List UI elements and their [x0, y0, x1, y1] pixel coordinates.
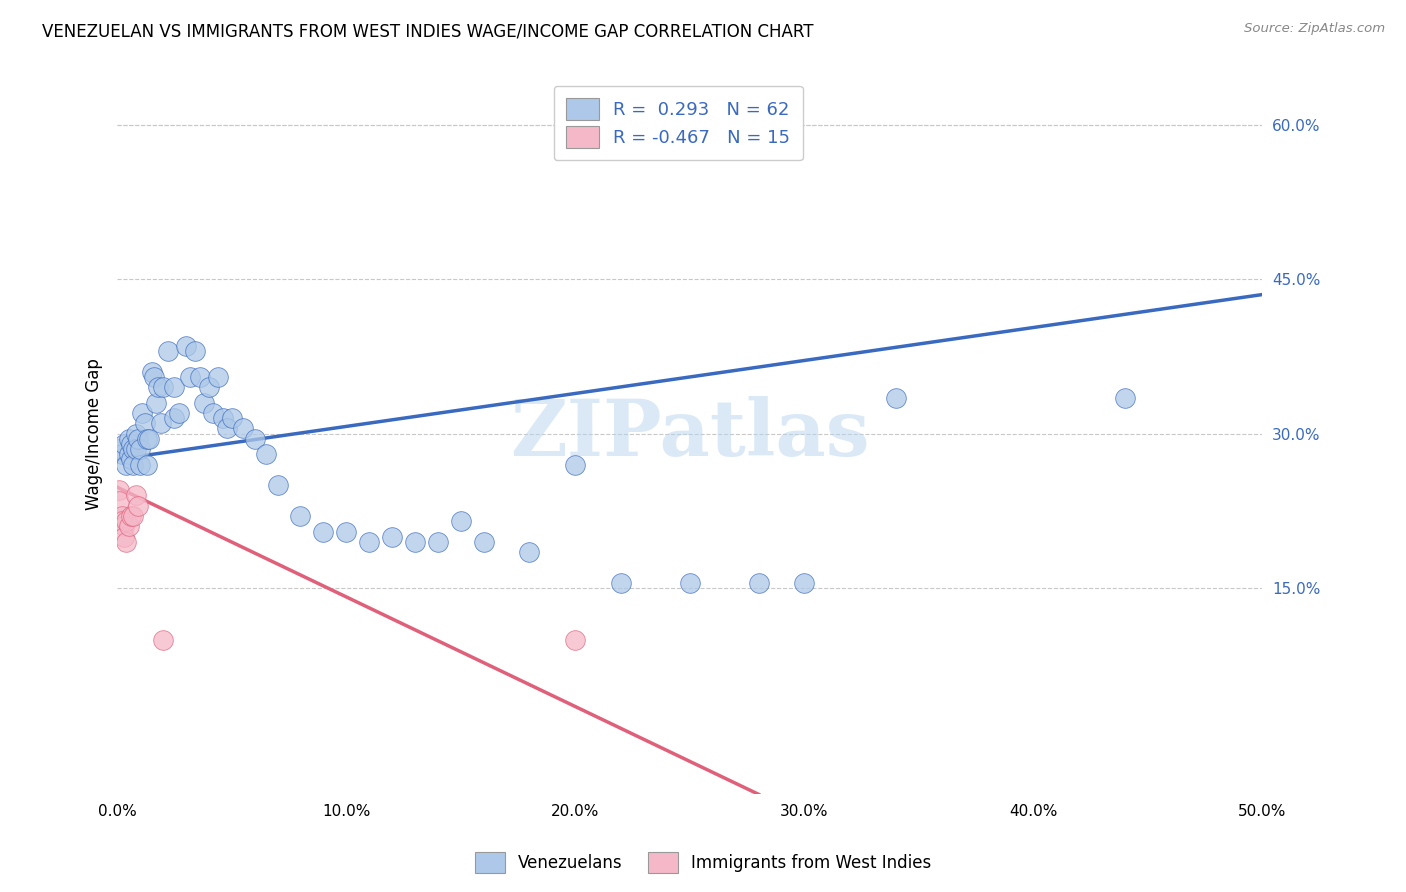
Point	[111, 447, 134, 461]
Point	[217, 421, 239, 435]
Point	[131, 406, 153, 420]
Point	[115, 458, 138, 472]
Point	[117, 519, 139, 533]
Point	[127, 432, 149, 446]
Point	[610, 576, 633, 591]
Legend: R =  0.293   N = 62, R = -0.467   N = 15: R = 0.293 N = 62, R = -0.467 N = 15	[554, 86, 803, 161]
Point	[145, 395, 167, 409]
Point	[111, 514, 134, 528]
Point	[120, 452, 142, 467]
Point	[188, 370, 211, 384]
Point	[163, 411, 186, 425]
Point	[108, 442, 131, 456]
Point	[149, 417, 172, 431]
Point	[108, 493, 131, 508]
Point	[136, 458, 159, 472]
Point	[120, 437, 142, 451]
Point	[426, 534, 449, 549]
Point	[122, 458, 145, 472]
Point	[193, 395, 215, 409]
Point	[179, 370, 201, 384]
Point	[112, 519, 135, 533]
Point	[124, 488, 146, 502]
Point	[129, 442, 152, 456]
Point	[564, 632, 586, 647]
Text: Source: ZipAtlas.com: Source: ZipAtlas.com	[1244, 22, 1385, 36]
Point	[207, 370, 229, 384]
Point	[221, 411, 243, 425]
Point	[254, 447, 277, 461]
Point	[884, 391, 907, 405]
Point	[184, 344, 207, 359]
Point	[290, 509, 312, 524]
Point	[163, 380, 186, 394]
Point	[115, 534, 138, 549]
Point	[404, 534, 426, 549]
Point	[127, 499, 149, 513]
Point	[124, 426, 146, 441]
Point	[450, 514, 472, 528]
Point	[142, 370, 165, 384]
Text: ZIPatlas: ZIPatlas	[510, 396, 870, 472]
Point	[198, 380, 221, 394]
Point	[472, 534, 495, 549]
Point	[211, 411, 233, 425]
Point	[748, 576, 770, 591]
Legend: Venezuelans, Immigrants from West Indies: Venezuelans, Immigrants from West Indies	[468, 846, 938, 880]
Point	[266, 478, 288, 492]
Point	[124, 442, 146, 456]
Point	[122, 509, 145, 524]
Point	[152, 380, 174, 394]
Point	[136, 432, 159, 446]
Point	[111, 509, 134, 524]
Point	[120, 509, 142, 524]
Point	[122, 442, 145, 456]
Point	[232, 421, 254, 435]
Point	[359, 534, 381, 549]
Point	[138, 432, 160, 446]
Point	[202, 406, 225, 420]
Point	[156, 344, 179, 359]
Point	[679, 576, 702, 591]
Point	[112, 437, 135, 451]
Point	[519, 545, 541, 559]
Point	[243, 432, 266, 446]
Point	[134, 417, 156, 431]
Point	[148, 380, 170, 394]
Point	[129, 458, 152, 472]
Point	[335, 524, 357, 539]
Point	[167, 406, 190, 420]
Point	[117, 432, 139, 446]
Point	[381, 530, 404, 544]
Point	[152, 632, 174, 647]
Point	[564, 458, 586, 472]
Point	[117, 447, 139, 461]
Point	[108, 483, 131, 498]
Point	[174, 339, 197, 353]
Text: VENEZUELAN VS IMMIGRANTS FROM WEST INDIES WAGE/INCOME GAP CORRELATION CHART: VENEZUELAN VS IMMIGRANTS FROM WEST INDIE…	[42, 22, 814, 40]
Point	[115, 514, 138, 528]
Point	[141, 365, 163, 379]
Point	[793, 576, 815, 591]
Y-axis label: Wage/Income Gap: Wage/Income Gap	[86, 358, 103, 509]
Point	[112, 530, 135, 544]
Point	[1114, 391, 1136, 405]
Point	[312, 524, 335, 539]
